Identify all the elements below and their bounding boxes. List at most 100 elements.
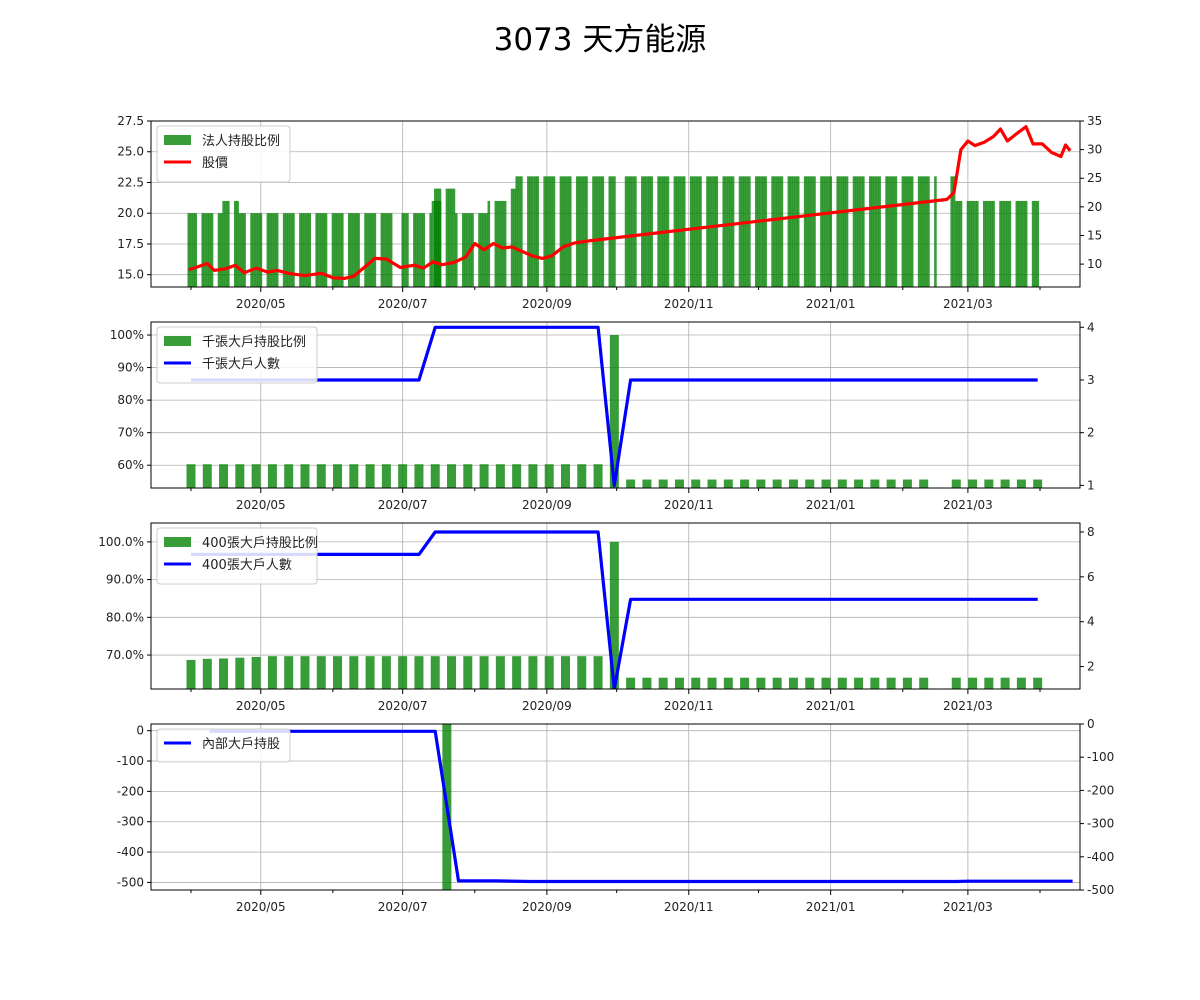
bar (845, 176, 849, 287)
insider-holding-line (209, 729, 1073, 884)
bar (696, 176, 700, 287)
legend: 內部大戶持股 (156, 728, 291, 763)
x-tick-label: 2020/05 (236, 297, 286, 311)
x-tick-label: 2020/09 (522, 498, 572, 512)
bar (875, 176, 879, 287)
bar (971, 200, 974, 287)
bar (238, 213, 242, 287)
bar (528, 464, 538, 488)
bar (303, 213, 307, 287)
bar (985, 200, 988, 287)
bar (186, 659, 196, 689)
x-tick-label: 2020/11 (664, 699, 714, 713)
bar (454, 213, 458, 287)
y-tick-label-left: 100.0% (98, 535, 144, 549)
bar (284, 656, 294, 689)
bar (527, 176, 530, 287)
bar (222, 200, 225, 287)
bar (561, 176, 565, 287)
bar (626, 677, 636, 689)
y-tick-label-left: 80% (117, 393, 144, 407)
x-tick-label: 2020/09 (522, 699, 572, 713)
bar (466, 213, 470, 287)
bar (706, 176, 709, 287)
legend-box (156, 728, 291, 763)
bar (713, 176, 716, 287)
x-tick-label: 2020/09 (522, 297, 572, 311)
legend-box (156, 527, 318, 585)
bar (364, 213, 367, 287)
bar (593, 464, 603, 488)
bar (202, 658, 212, 689)
y-tick-label-left: 27.5 (117, 114, 144, 128)
bar (259, 213, 263, 287)
bar (715, 176, 719, 287)
bar (501, 200, 505, 287)
y-tick-label-right: 2 (1087, 426, 1095, 440)
bar (452, 188, 456, 287)
bar (292, 213, 295, 287)
x-tick-label: 2021/03 (943, 297, 993, 311)
bar (658, 677, 668, 689)
bar (320, 213, 323, 287)
legend: 400張大戶持股比例 400張大戶人數 (156, 527, 318, 585)
bar (917, 176, 921, 287)
bar (479, 464, 489, 488)
bar (1022, 200, 1026, 287)
bar (691, 677, 701, 689)
bar (756, 479, 766, 488)
bar (206, 213, 209, 287)
bar (308, 213, 312, 287)
bar (194, 213, 198, 287)
bar (927, 176, 930, 287)
bar (951, 479, 961, 488)
bar (401, 213, 405, 287)
bar (691, 479, 701, 488)
bar (1016, 479, 1026, 488)
bar (724, 176, 728, 287)
bar (398, 656, 408, 689)
bar (682, 176, 686, 287)
bar (878, 176, 881, 287)
bar (368, 213, 372, 287)
bar (906, 176, 909, 287)
bar (894, 176, 898, 287)
bar (1033, 479, 1043, 488)
y-tick-label-left: 0 (136, 724, 144, 738)
x-tick-label: 2021/01 (806, 297, 856, 311)
bar-segment (510, 188, 516, 287)
x-tick-label: 2020/07 (378, 297, 428, 311)
bar (772, 677, 782, 689)
bar (855, 176, 858, 287)
bar (1006, 200, 1009, 287)
bar (870, 677, 880, 689)
bar-segment (515, 176, 616, 287)
y-tick-label-left: -300 (117, 815, 144, 829)
bar (1008, 200, 1012, 287)
y-tick-label-right: 4 (1087, 320, 1095, 334)
bar (266, 213, 270, 287)
y-tick-label-left: -100 (117, 754, 144, 768)
bar (564, 176, 567, 287)
bar (550, 176, 553, 287)
bar (920, 176, 923, 287)
y-tick-label-left: -200 (117, 784, 144, 798)
bar (1015, 200, 1019, 287)
bar (347, 213, 351, 287)
legend-bar-swatch (164, 135, 191, 145)
bar (999, 200, 1002, 287)
bar (192, 213, 195, 287)
legend-label: 內部大戶持股 (202, 737, 280, 752)
legend-label: 千張大戶持股比例 (202, 335, 306, 350)
bar (577, 656, 587, 689)
bar (787, 176, 791, 287)
bar (610, 176, 614, 287)
bar (268, 213, 272, 287)
x-tick-label: 2021/01 (806, 900, 856, 914)
x-tick-label: 2021/03 (943, 498, 993, 512)
bar (575, 176, 579, 287)
bar (854, 677, 864, 689)
bar (975, 200, 979, 287)
bar (496, 200, 500, 287)
